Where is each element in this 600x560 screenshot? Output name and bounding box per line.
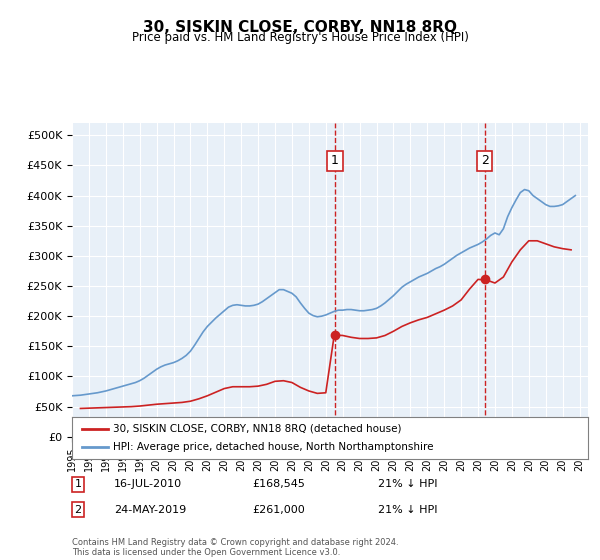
Text: 24-MAY-2019: 24-MAY-2019 [114, 505, 186, 515]
Text: 2: 2 [74, 505, 82, 515]
Text: HPI: Average price, detached house, North Northamptonshire: HPI: Average price, detached house, Nort… [113, 442, 434, 452]
Text: 21% ↓ HPI: 21% ↓ HPI [378, 479, 437, 489]
Text: 16-JUL-2010: 16-JUL-2010 [114, 479, 182, 489]
Text: 1: 1 [74, 479, 82, 489]
Text: £261,000: £261,000 [252, 505, 305, 515]
Text: 30, SISKIN CLOSE, CORBY, NN18 8RQ (detached house): 30, SISKIN CLOSE, CORBY, NN18 8RQ (detac… [113, 424, 402, 434]
Text: £168,545: £168,545 [252, 479, 305, 489]
Text: 1: 1 [331, 155, 339, 167]
Text: 2: 2 [481, 155, 488, 167]
Text: 30, SISKIN CLOSE, CORBY, NN18 8RQ: 30, SISKIN CLOSE, CORBY, NN18 8RQ [143, 20, 457, 35]
Text: Price paid vs. HM Land Registry's House Price Index (HPI): Price paid vs. HM Land Registry's House … [131, 31, 469, 44]
Text: Contains HM Land Registry data © Crown copyright and database right 2024.
This d: Contains HM Land Registry data © Crown c… [72, 538, 398, 557]
Text: 21% ↓ HPI: 21% ↓ HPI [378, 505, 437, 515]
